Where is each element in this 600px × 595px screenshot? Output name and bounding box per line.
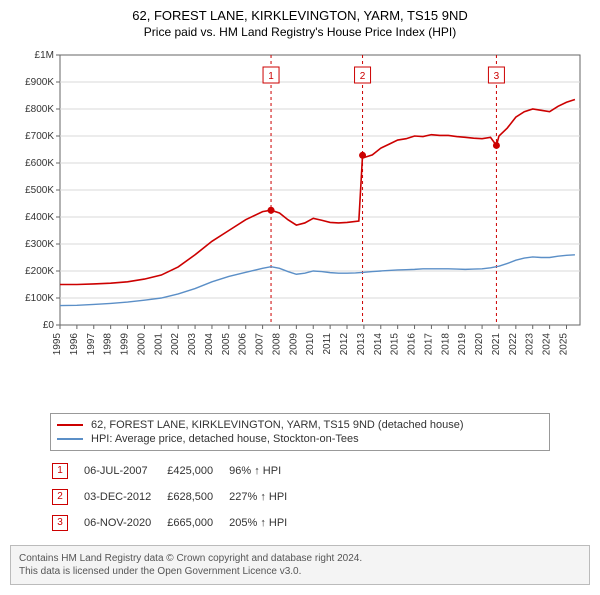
svg-text:2011: 2011 [322, 333, 333, 355]
footnote: Contains HM Land Registry data © Crown c… [10, 545, 590, 585]
svg-text:1995: 1995 [52, 333, 63, 356]
svg-text:2012: 2012 [339, 333, 350, 356]
svg-text:£900K: £900K [25, 77, 54, 88]
marker-pct: 96% ↑ HPI [229, 459, 301, 483]
legend-item: 62, FOREST LANE, KIRKLEVINGTON, YARM, TS… [57, 418, 543, 432]
marker-badge: 1 [52, 463, 68, 479]
svg-text:£600K: £600K [25, 158, 54, 169]
footnote-line1: Contains HM Land Registry data © Crown c… [19, 552, 581, 565]
marker-price: £425,000 [167, 459, 227, 483]
svg-text:2022: 2022 [508, 333, 519, 356]
price-chart: £0 £100K £200K £300K £400K £500K £600K £700K £80… [10, 45, 590, 405]
svg-text:2002: 2002 [170, 333, 181, 356]
marker-badge: 2 [52, 489, 68, 505]
sale-marker-table: 1 06-JUL-2007£425,00096% ↑ HPI 2 03-DEC-201… [50, 457, 303, 537]
svg-text:£200K: £200K [25, 266, 54, 277]
marker-badge: 3 [52, 515, 68, 531]
svg-text:2021: 2021 [491, 333, 502, 356]
svg-text:2009: 2009 [288, 333, 299, 356]
svg-text:2008: 2008 [271, 333, 282, 356]
svg-text:1998: 1998 [103, 333, 114, 356]
svg-text:2018: 2018 [440, 333, 451, 356]
legend-item: HPI: Average price, detached house, Stoc… [57, 432, 543, 446]
svg-text:2007: 2007 [255, 333, 266, 356]
svg-text:2019: 2019 [457, 333, 468, 356]
svg-text:2000: 2000 [136, 333, 147, 356]
svg-text:1: 1 [268, 71, 274, 82]
legend-label: 62, FOREST LANE, KIRKLEVINGTON, YARM, TS… [91, 419, 464, 431]
marker-date: 03-DEC-2012 [84, 485, 165, 509]
svg-text:2015: 2015 [390, 333, 401, 356]
legend-label: HPI: Average price, detached house, Stoc… [91, 433, 359, 445]
svg-text:2013: 2013 [356, 333, 367, 356]
svg-text:2010: 2010 [305, 333, 316, 356]
svg-text:£400K: £400K [25, 212, 54, 223]
svg-text:2024: 2024 [542, 333, 553, 356]
svg-text:2016: 2016 [407, 333, 418, 356]
marker-date: 06-JUL-2007 [84, 459, 165, 483]
svg-text:2003: 2003 [187, 333, 198, 356]
marker-pct: 205% ↑ HPI [229, 511, 301, 535]
svg-text:2006: 2006 [238, 333, 249, 356]
chart-title-line2: Price paid vs. HM Land Registry's House … [10, 25, 590, 39]
svg-text:2017: 2017 [423, 333, 434, 356]
svg-text:1997: 1997 [86, 333, 97, 356]
svg-text:£300K: £300K [25, 239, 54, 250]
marker-price: £628,500 [167, 485, 227, 509]
marker-date: 06-NOV-2020 [84, 511, 165, 535]
svg-text:2023: 2023 [525, 333, 536, 356]
svg-text:2004: 2004 [204, 333, 215, 356]
svg-text:£0: £0 [43, 320, 55, 331]
marker-row: 1 06-JUL-2007£425,00096% ↑ HPI [52, 459, 301, 483]
marker-row: 2 03-DEC-2012£628,500227% ↑ HPI [52, 485, 301, 509]
svg-text:£500K: £500K [25, 185, 54, 196]
svg-text:1999: 1999 [120, 333, 131, 356]
chart-title-block: 62, FOREST LANE, KIRKLEVINGTON, YARM, TS… [10, 8, 590, 39]
svg-text:1996: 1996 [69, 333, 80, 356]
svg-text:2: 2 [360, 71, 366, 82]
legend-swatch [57, 424, 83, 426]
svg-text:2020: 2020 [474, 333, 485, 356]
svg-text:2001: 2001 [153, 333, 164, 356]
chart-svg: £0 £100K £200K £300K £400K £500K £600K £700K £80… [10, 45, 590, 405]
svg-text:£1M: £1M [35, 50, 54, 61]
svg-text:2025: 2025 [558, 333, 569, 356]
legend: 62, FOREST LANE, KIRKLEVINGTON, YARM, TS… [50, 413, 550, 451]
svg-text:£100K: £100K [25, 293, 54, 304]
svg-text:£700K: £700K [25, 131, 54, 142]
marker-price: £665,000 [167, 511, 227, 535]
marker-row: 3 06-NOV-2020£665,000205% ↑ HPI [52, 511, 301, 535]
chart-title-line1: 62, FOREST LANE, KIRKLEVINGTON, YARM, TS… [10, 8, 590, 23]
legend-swatch [57, 438, 83, 440]
svg-text:£800K: £800K [25, 104, 54, 115]
svg-text:2005: 2005 [221, 333, 232, 356]
marker-pct: 227% ↑ HPI [229, 485, 301, 509]
svg-text:3: 3 [494, 71, 500, 82]
svg-text:2014: 2014 [373, 333, 384, 356]
footnote-line2: This data is licensed under the Open Gov… [19, 565, 581, 578]
